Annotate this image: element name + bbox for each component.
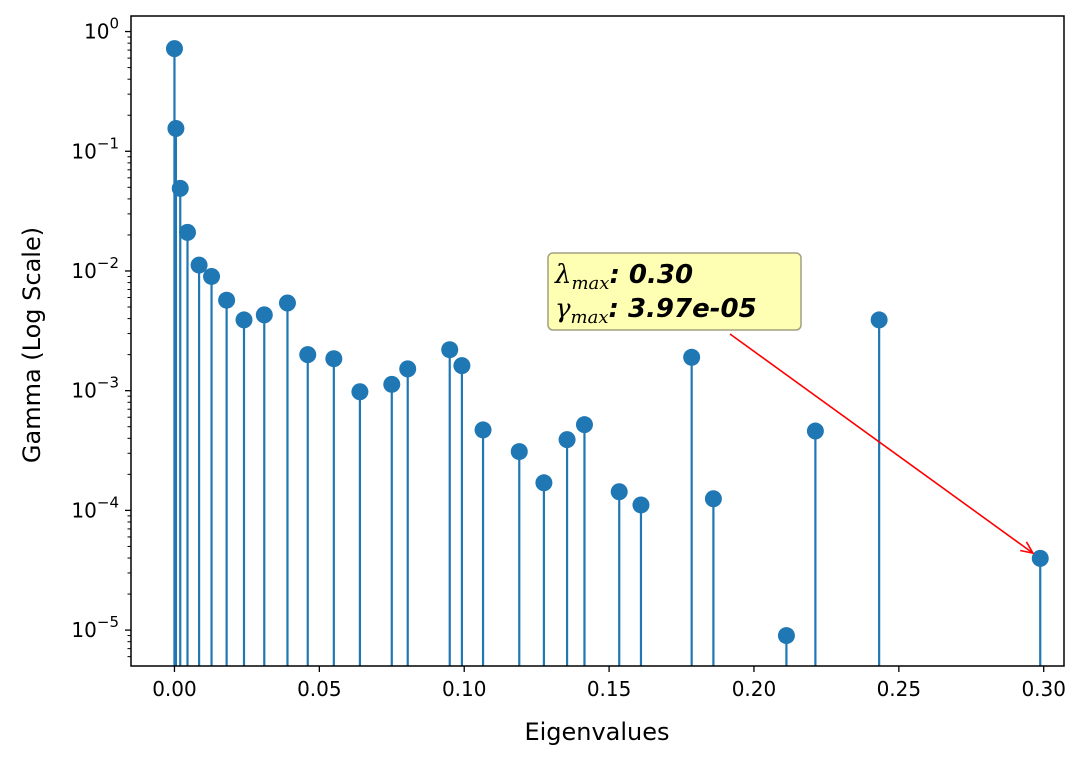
x-tick-label-6: 0.30 bbox=[1021, 677, 1066, 701]
gamma-subscript: max bbox=[571, 307, 609, 328]
stem-marker-27 bbox=[806, 422, 824, 440]
y-axis-minor-ticks bbox=[127, 36, 131, 658]
stem-marker-14 bbox=[399, 360, 417, 378]
annotation-lambda-line: λmax: 0.30 bbox=[554, 260, 693, 294]
stem-marker-4 bbox=[190, 256, 208, 274]
stem-marker-19 bbox=[535, 474, 553, 492]
y-axis-ticks: 100 10−1 10−2 10−3 10−4 10−5 bbox=[71, 15, 131, 642]
annotation-gamma-line: γmax: 3.97e-05 bbox=[555, 294, 757, 328]
stem-marker-24 bbox=[683, 348, 701, 366]
stem-marker-20 bbox=[558, 431, 576, 449]
stem-marker-3 bbox=[179, 223, 197, 241]
stem-marker-23 bbox=[632, 496, 650, 514]
lambda-subscript: max bbox=[571, 273, 609, 294]
x-tick-label-1: 0.05 bbox=[297, 677, 342, 701]
y-tick-label-4: 10−4 bbox=[71, 493, 119, 522]
gamma-symbol: γ bbox=[555, 294, 571, 324]
y-tick-label-3: 10−3 bbox=[71, 374, 119, 403]
stem-marker-7 bbox=[235, 311, 253, 329]
axes-frame bbox=[130, 15, 1065, 667]
stem-marker-13 bbox=[383, 375, 401, 393]
x-axis-title: Eigenvalues bbox=[524, 718, 669, 746]
annotation-arrow bbox=[729, 333, 1034, 554]
y-axis-title: Gamma (Log Scale) bbox=[18, 227, 46, 463]
stem-marker-26 bbox=[777, 627, 795, 645]
stem-marker-0 bbox=[165, 40, 183, 58]
stem-marker-2 bbox=[171, 179, 189, 197]
stem-marker-17 bbox=[474, 421, 492, 439]
y-tick-label-5: 10−5 bbox=[71, 613, 119, 642]
x-tick-label-3: 0.15 bbox=[587, 677, 632, 701]
lambda-value: : 0.30 bbox=[609, 260, 693, 290]
stem-marker-11 bbox=[325, 350, 343, 368]
stem-marker-29 bbox=[1031, 549, 1049, 567]
stem-marker-12 bbox=[351, 383, 369, 401]
x-tick-label-0: 0.00 bbox=[152, 677, 197, 701]
gamma-value: : 3.97e-05 bbox=[609, 294, 757, 324]
annotation-arrow-head bbox=[1020, 541, 1035, 555]
stem-marker-18 bbox=[510, 443, 528, 461]
stem-marker-21 bbox=[575, 416, 593, 434]
x-tick-label-4: 0.20 bbox=[732, 677, 777, 701]
stem-marker-5 bbox=[203, 267, 221, 285]
stem-marker-25 bbox=[704, 490, 722, 508]
annotation-box: λmax: 0.30 γmax: 3.97e-05 bbox=[547, 252, 802, 331]
stem-marker-10 bbox=[299, 346, 317, 364]
lambda-symbol: λ bbox=[554, 260, 571, 290]
stem-marker-28 bbox=[870, 311, 888, 329]
y-tick-label-0: 100 bbox=[84, 15, 119, 44]
y-tick-label-1: 10−1 bbox=[71, 134, 119, 163]
stem-marker-15 bbox=[441, 341, 459, 359]
stem-series bbox=[165, 40, 1049, 666]
x-tick-label-5: 0.25 bbox=[877, 677, 922, 701]
stem-marker-1 bbox=[167, 119, 185, 137]
plot-area bbox=[131, 16, 1064, 666]
x-tick-label-2: 0.10 bbox=[442, 677, 487, 701]
stem-marker-6 bbox=[218, 291, 236, 309]
stem-marker-22 bbox=[610, 483, 628, 501]
stem-marker-8 bbox=[255, 306, 273, 324]
stem-marker-16 bbox=[453, 357, 471, 375]
y-tick-label-2: 10−2 bbox=[71, 254, 119, 283]
stem-marker-9 bbox=[278, 294, 296, 312]
x-axis-ticks: 0.00 0.05 0.10 0.15 0.20 0.25 0.30 bbox=[152, 666, 1066, 701]
